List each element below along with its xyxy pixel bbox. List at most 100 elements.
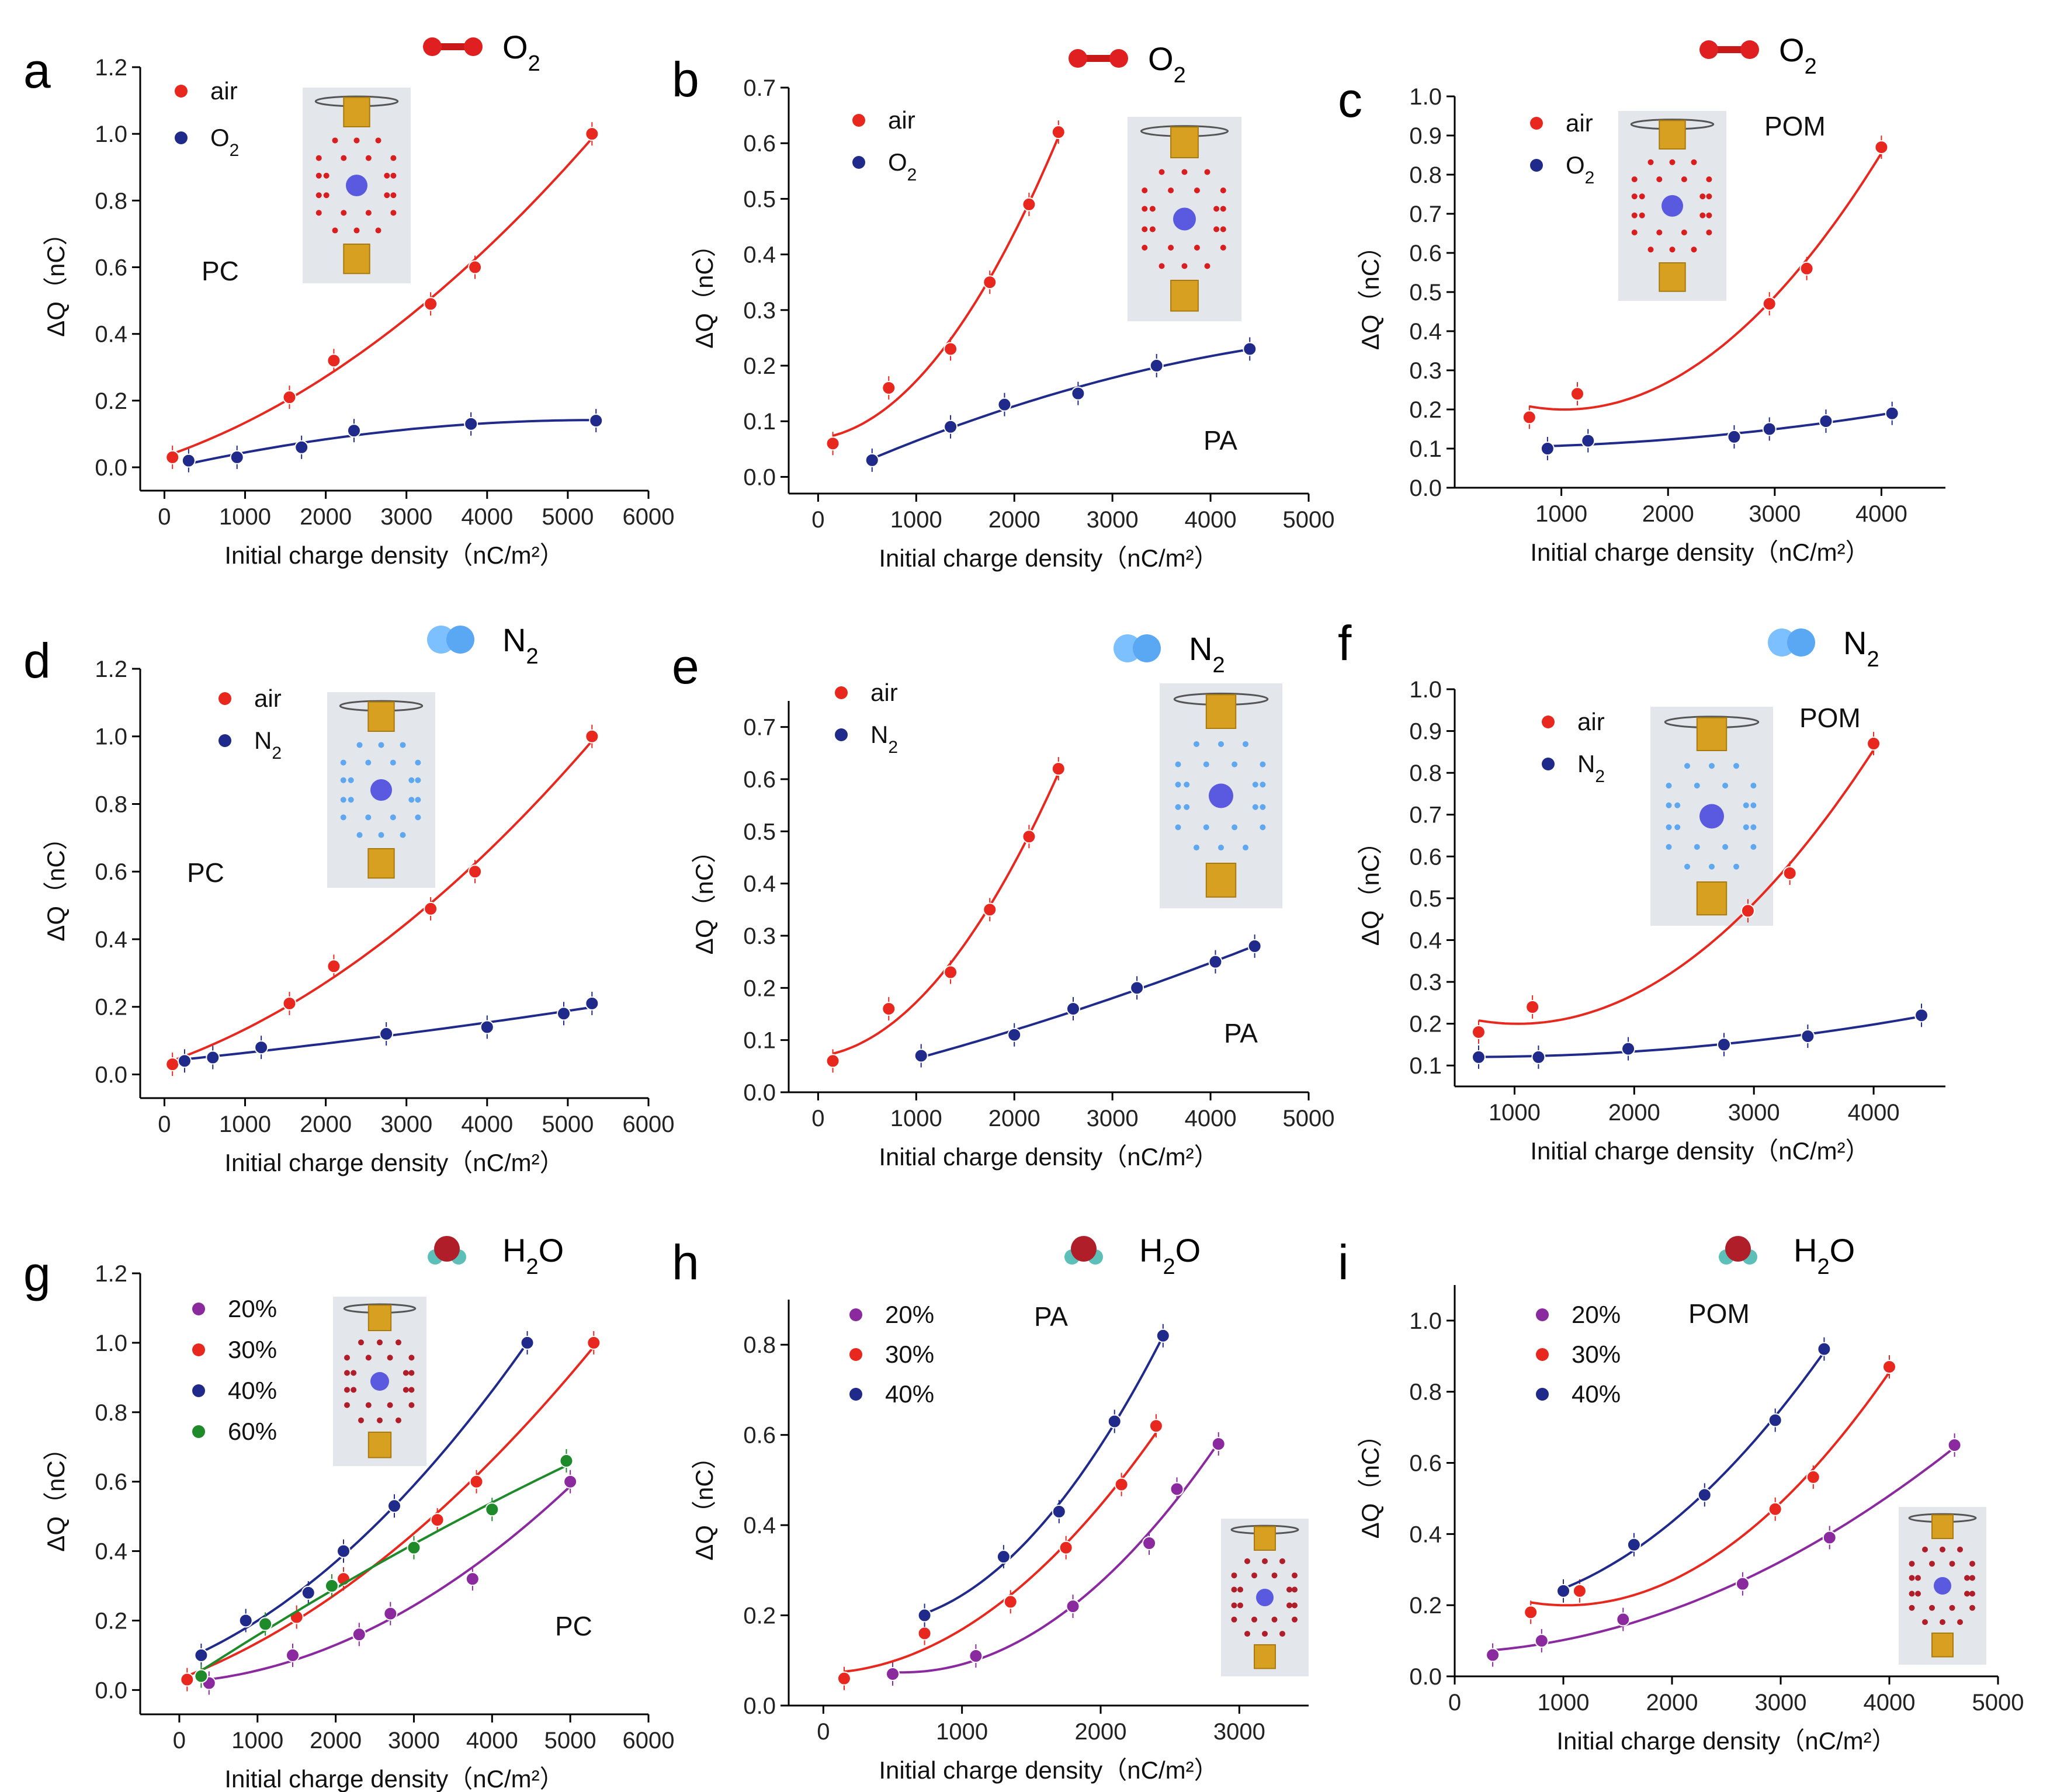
- gas-molecule: [1243, 741, 1248, 747]
- gas-molecule: [1286, 1586, 1292, 1593]
- x-axis-label: Initial charge density（nC/m²）: [224, 1765, 564, 1792]
- gas-molecule: [1909, 1590, 1915, 1597]
- legend-marker: [849, 1308, 862, 1321]
- gas-molecule: [1674, 824, 1681, 831]
- bottom-electrode: [1254, 1644, 1276, 1669]
- data-point: [1522, 410, 1536, 425]
- gas-molecule: [1203, 824, 1209, 831]
- data-point: [1524, 1605, 1538, 1620]
- series-20pct: [886, 1432, 1226, 1686]
- gas-molecule: [1168, 187, 1174, 193]
- gas-molecule: [1142, 245, 1148, 251]
- gas-molecule: [1203, 761, 1209, 767]
- data-point: [1130, 981, 1144, 995]
- fit-line: [200, 1342, 529, 1654]
- gas-molecule: [384, 172, 390, 179]
- top-electrode: [367, 701, 395, 732]
- y-tick-label: 0.6: [95, 859, 127, 885]
- data-point: [254, 1040, 269, 1055]
- y-tick-label: 0.9: [1409, 719, 1442, 745]
- gas-molecule: [1929, 1561, 1935, 1567]
- data-point: [1727, 429, 1742, 444]
- data-point: [1471, 1025, 1486, 1039]
- data-point: [1572, 1583, 1587, 1598]
- gas-molecule: [1220, 206, 1226, 212]
- panel-label: f: [1338, 616, 1352, 671]
- data-point: [865, 453, 879, 467]
- data-point: [379, 1027, 394, 1041]
- gas-molecule: [1666, 844, 1672, 850]
- gas-molecule: [1750, 802, 1757, 808]
- gas-molecule: [1969, 1605, 1975, 1611]
- panel-f: f N2 1000 2000 3000 4000 0.1 0.2 0.3 0.4 0.5 0.6 0.7…: [1338, 616, 1945, 1165]
- gas-molecule: [1175, 824, 1181, 831]
- legend-label: 30%: [885, 1340, 934, 1368]
- gas-molecule: [1656, 176, 1663, 182]
- gas-molecule: [1231, 1586, 1237, 1593]
- data-point: [1882, 1360, 1896, 1374]
- x-tick-label: 0: [1448, 1690, 1461, 1715]
- gas-molecule: [1706, 193, 1712, 200]
- x-axis-label: Initial charge density（nC/m²）: [1556, 1727, 1896, 1755]
- panel-label: a: [23, 43, 51, 98]
- legend-marker: [192, 1303, 205, 1315]
- data-point: [180, 1672, 195, 1687]
- x-tick-label: 3000: [380, 1112, 432, 1137]
- data-point: [1066, 1002, 1080, 1016]
- gas-molecule: [1969, 1575, 1975, 1581]
- x-tick-label: 6000: [623, 1112, 675, 1137]
- data-point: [464, 416, 478, 431]
- fit-line: [172, 137, 593, 455]
- gas-molecule: [1909, 1575, 1915, 1581]
- legend-marker: [218, 734, 231, 747]
- fit-line: [188, 419, 596, 465]
- gas-molecule: [353, 137, 360, 144]
- gas-molecule: [1915, 1575, 1921, 1581]
- data-point: [1616, 1612, 1631, 1627]
- x-axis-label: Initial charge density（nC/m²）: [879, 1143, 1218, 1171]
- x-tick-label: 4000: [461, 504, 513, 530]
- y-tick-label: 1.0: [1409, 84, 1442, 110]
- gas-molecule: [390, 172, 397, 179]
- charged-sphere: [1699, 804, 1724, 829]
- gas-molecule: [1743, 824, 1749, 831]
- data-point: [1531, 1050, 1546, 1064]
- data-point: [469, 1474, 484, 1489]
- atom: [434, 1236, 460, 1262]
- gas-molecule: [1175, 804, 1181, 810]
- x-axis-label: Initial charge density（nC/m²）: [879, 544, 1218, 572]
- series-air: [825, 757, 1066, 1073]
- gas-molecule: [1260, 804, 1266, 810]
- gas-molecule: [1175, 761, 1181, 767]
- top-electrode: [343, 96, 370, 127]
- bottom-electrode: [1931, 1633, 1954, 1658]
- data-point: [1471, 1050, 1486, 1064]
- legend-label: N2: [870, 721, 898, 757]
- data-point: [230, 450, 244, 464]
- y-tick-label: 0.5: [743, 186, 776, 212]
- data-point: [585, 996, 599, 1010]
- y-tick-label: 0.8: [95, 1400, 127, 1426]
- y-tick-label: 0.0: [1409, 1664, 1442, 1690]
- gas-molecule: [1142, 226, 1148, 232]
- data-point: [1007, 1027, 1022, 1042]
- fit-line: [1547, 412, 1893, 447]
- data-point: [944, 342, 958, 356]
- data-point: [1149, 1419, 1163, 1433]
- data-point: [1208, 954, 1223, 969]
- o2-molecule-icon: O2: [1069, 40, 1186, 88]
- gas-molecule: [365, 1402, 372, 1408]
- y-axis-label: ΔQ（nC）: [1357, 234, 1384, 350]
- fit-line: [1529, 152, 1883, 411]
- y-tick-label: 0.6: [743, 767, 776, 793]
- gas-molecule: [1656, 230, 1663, 235]
- data-point: [387, 1499, 401, 1513]
- y-tick-label: 0.6: [1409, 241, 1442, 266]
- gas-molecule: [1699, 193, 1706, 200]
- x-tick-label: 0: [173, 1728, 186, 1753]
- x-tick-label: 3000: [1087, 1106, 1139, 1131]
- panel-label: c: [1338, 72, 1362, 127]
- series-40pct: [1556, 1337, 1832, 1603]
- gas-molecule: [390, 210, 397, 216]
- data-point: [557, 1006, 571, 1021]
